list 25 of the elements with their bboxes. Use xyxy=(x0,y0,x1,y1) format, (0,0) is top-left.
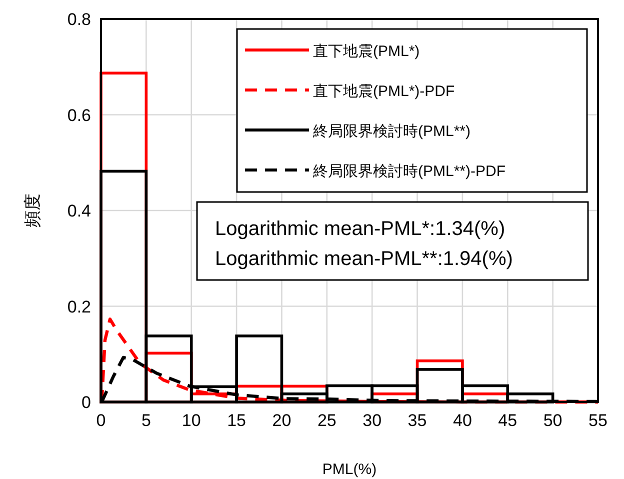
legend-label: 終局限界検討時(PML**)-PDF xyxy=(312,163,506,180)
x-tick-label: 55 xyxy=(588,411,608,430)
x-tick-label: 0 xyxy=(96,411,106,430)
x-tick-label: 40 xyxy=(452,411,472,430)
legend-label: 直下地震(PML*)-PDF xyxy=(313,83,455,100)
x-tick-label: 25 xyxy=(317,411,336,430)
x-tick-label: 15 xyxy=(227,411,246,430)
y-tick-label: 0.8 xyxy=(67,10,91,29)
y-tick-label: 0.2 xyxy=(67,297,91,316)
x-tick-label: 10 xyxy=(182,411,201,430)
x-tick-label: 35 xyxy=(408,411,427,430)
annotation: Logarithmic mean-PML**:1.94(%) xyxy=(215,248,513,270)
y-axis-title: 頻度 xyxy=(23,194,42,228)
legend-label: 直下地震(PML*) xyxy=(313,43,420,60)
legend-label: 終局限界検討時(PML**) xyxy=(312,123,471,140)
x-tick-label: 5 xyxy=(141,411,151,430)
x-axis-title: PML(%) xyxy=(322,461,377,478)
x-tick-label: 45 xyxy=(498,411,518,430)
x-tick-label: 30 xyxy=(362,411,382,430)
x-tick-label: 20 xyxy=(272,411,292,430)
y-tick-label: 0 xyxy=(82,393,91,412)
y-tick-label: 0.4 xyxy=(67,202,91,220)
y-tick-label: 0.6 xyxy=(67,106,91,125)
x-tick-label: 50 xyxy=(543,411,562,430)
annotation: Logarithmic mean-PML*:1.34(%) xyxy=(215,218,506,240)
